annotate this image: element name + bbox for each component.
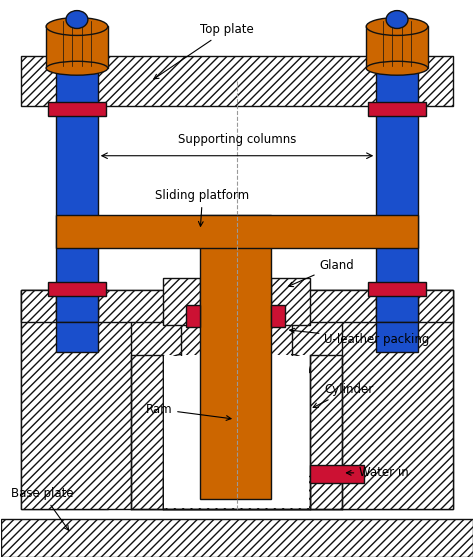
Bar: [310, 354, 342, 509]
Ellipse shape: [46, 61, 108, 75]
Text: Gland: Gland: [288, 259, 354, 287]
Ellipse shape: [46, 17, 108, 35]
Text: Sliding platform: Sliding platform: [155, 189, 250, 226]
Bar: [56, 106, 98, 320]
Bar: [56, 215, 418, 248]
Bar: [368, 102, 426, 116]
Bar: [186, 305, 200, 326]
Bar: [131, 354, 164, 509]
Bar: [46, 26, 108, 68]
Bar: [376, 322, 418, 352]
Bar: [56, 290, 98, 322]
Bar: [271, 278, 310, 325]
Bar: [271, 305, 285, 326]
Bar: [376, 290, 418, 322]
Bar: [376, 106, 418, 320]
Bar: [310, 465, 364, 483]
Bar: [200, 277, 271, 326]
Text: Cylinder: Cylinder: [313, 383, 374, 408]
Ellipse shape: [386, 11, 408, 29]
Text: Ram: Ram: [146, 402, 231, 420]
Bar: [376, 56, 418, 106]
Bar: [21, 290, 108, 509]
Text: Base plate: Base plate: [11, 487, 74, 530]
Bar: [21, 56, 453, 106]
Bar: [21, 290, 453, 322]
Bar: [164, 476, 310, 509]
Bar: [56, 322, 98, 352]
Bar: [164, 356, 309, 508]
Bar: [48, 282, 106, 296]
Bar: [21, 290, 453, 509]
Bar: [164, 354, 310, 509]
Bar: [164, 278, 200, 325]
Ellipse shape: [366, 17, 428, 35]
Bar: [368, 282, 426, 296]
Ellipse shape: [66, 11, 88, 29]
Bar: [1, 519, 473, 557]
Bar: [200, 215, 271, 499]
Bar: [164, 476, 310, 509]
Bar: [200, 289, 271, 323]
Ellipse shape: [366, 61, 428, 75]
Text: U-leather packing: U-leather packing: [290, 328, 430, 346]
Bar: [48, 102, 106, 116]
Text: Top plate: Top plate: [154, 23, 254, 79]
Bar: [310, 290, 453, 509]
Text: Supporting columns: Supporting columns: [178, 133, 296, 146]
Bar: [56, 56, 98, 106]
Text: Water in: Water in: [346, 466, 409, 480]
Bar: [366, 26, 428, 68]
